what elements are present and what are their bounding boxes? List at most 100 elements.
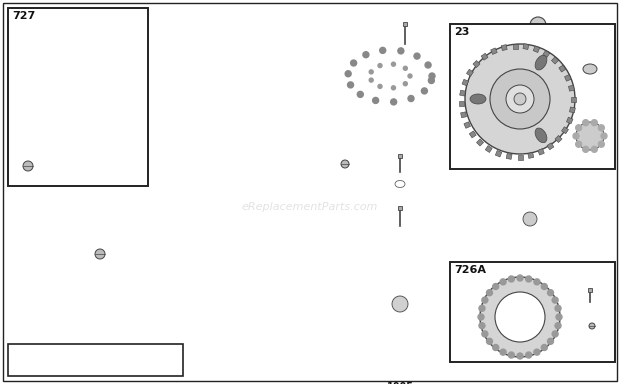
Circle shape [541,344,547,351]
Bar [477,253,484,260]
Circle shape [391,99,397,105]
Text: 729: 729 [275,79,294,88]
Bar [511,162,516,167]
Bar [559,265,565,272]
Circle shape [514,203,546,235]
Bar [571,184,578,190]
Circle shape [598,141,604,147]
Circle shape [430,242,437,250]
Bar [484,261,492,268]
Text: 726: 726 [458,147,477,156]
Circle shape [552,297,558,303]
Circle shape [534,279,540,285]
Circle shape [480,277,560,357]
Bar [466,222,471,227]
Circle shape [379,236,386,243]
Circle shape [378,84,382,88]
Text: 726A: 726A [432,231,460,241]
Text: 23A: 23A [439,211,460,221]
Polygon shape [190,289,300,316]
Bar [450,262,615,362]
Bar [467,232,474,238]
Circle shape [498,187,562,251]
Circle shape [392,296,408,312]
Bar [494,268,500,275]
Circle shape [482,297,488,303]
Bar [523,44,529,50]
Text: 1006: 1006 [335,234,362,244]
Circle shape [404,66,407,70]
Bar [467,210,472,215]
Text: 934: 934 [360,214,380,224]
Text: 75: 75 [366,179,380,189]
Circle shape [351,60,356,66]
Circle shape [500,279,506,285]
Circle shape [547,338,554,344]
Circle shape [363,359,370,366]
Circle shape [526,276,532,282]
Bar [533,46,539,53]
Circle shape [341,160,349,168]
Ellipse shape [470,94,486,104]
Text: 732: 732 [18,176,37,185]
Bar [564,175,570,182]
Circle shape [479,305,485,311]
Circle shape [576,141,582,147]
Circle shape [461,318,468,325]
Bar [450,24,615,169]
Circle shape [493,283,498,290]
Circle shape [552,331,558,337]
FancyBboxPatch shape [296,85,324,103]
Bar [582,205,587,210]
Bar [523,161,528,166]
Bar [570,107,575,113]
Circle shape [397,367,404,374]
Bar [534,161,539,167]
Circle shape [500,349,506,355]
Bar [489,171,497,178]
Circle shape [391,86,396,90]
Text: 304: 304 [50,164,70,174]
Circle shape [23,161,33,171]
Circle shape [583,120,588,126]
Bar [474,188,481,195]
Circle shape [379,365,386,372]
Circle shape [534,349,540,355]
Bar [8,344,183,376]
Bar [469,198,476,205]
Bar [485,146,492,152]
Polygon shape [80,14,380,309]
Bar [513,43,518,48]
Ellipse shape [361,118,419,154]
Bar [528,152,534,158]
Bar [459,90,466,96]
Text: 78: 78 [236,271,248,280]
Circle shape [88,120,96,128]
Bar [567,117,573,124]
Bar [495,151,502,157]
Bar [464,122,471,128]
Ellipse shape [390,177,410,191]
Bar [398,206,402,210]
Bar [551,57,559,64]
Circle shape [428,78,435,83]
Text: eReplacementParts.com: eReplacementParts.com [242,202,378,212]
Bar [466,69,474,76]
Bar [583,217,588,222]
Text: 165: 165 [597,321,614,331]
Circle shape [329,301,337,308]
Text: 726A: 726A [454,265,486,275]
Circle shape [414,365,421,372]
Circle shape [573,133,579,139]
Bar [469,131,476,138]
Circle shape [422,88,427,94]
Circle shape [490,69,550,129]
Bar [8,8,148,186]
Circle shape [454,267,461,274]
Bar [477,139,484,146]
Ellipse shape [546,173,559,189]
Text: 73: 73 [301,66,315,76]
Text: 455: 455 [358,192,378,202]
Circle shape [117,61,333,277]
Ellipse shape [330,36,450,116]
